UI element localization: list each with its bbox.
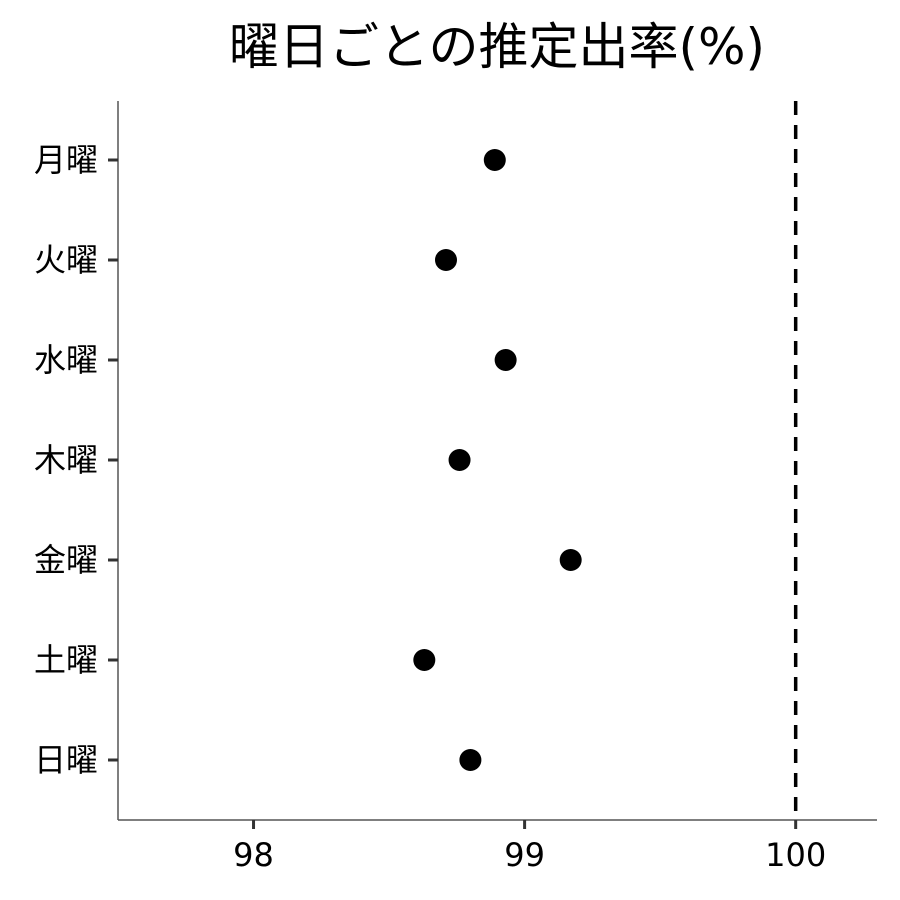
data-point: [413, 649, 436, 671]
y-tick-label: 木曜: [34, 441, 98, 479]
y-tick-label: 火曜: [34, 241, 98, 279]
x-tick-label: 100: [765, 836, 826, 874]
x-tick-label: 98: [233, 836, 274, 874]
y-tick-label: 土曜: [34, 641, 98, 679]
y-tick-label: 日曜: [34, 741, 98, 779]
data-point: [459, 749, 482, 771]
chart-title: 曜日ごとの推定出率(%): [229, 18, 765, 76]
data-point: [483, 149, 506, 171]
data-point: [494, 349, 517, 371]
y-tick-label: 金曜: [34, 541, 98, 579]
x-axis-ticks: 98 99 100: [233, 820, 826, 874]
data-point: [559, 549, 582, 571]
x-tick-label: 99: [504, 836, 545, 874]
y-tick-label: 水曜: [34, 341, 98, 379]
data-point: [434, 249, 457, 271]
y-tick-label: 月曜: [34, 141, 98, 179]
data-points: [413, 149, 582, 771]
data-point: [448, 449, 471, 471]
